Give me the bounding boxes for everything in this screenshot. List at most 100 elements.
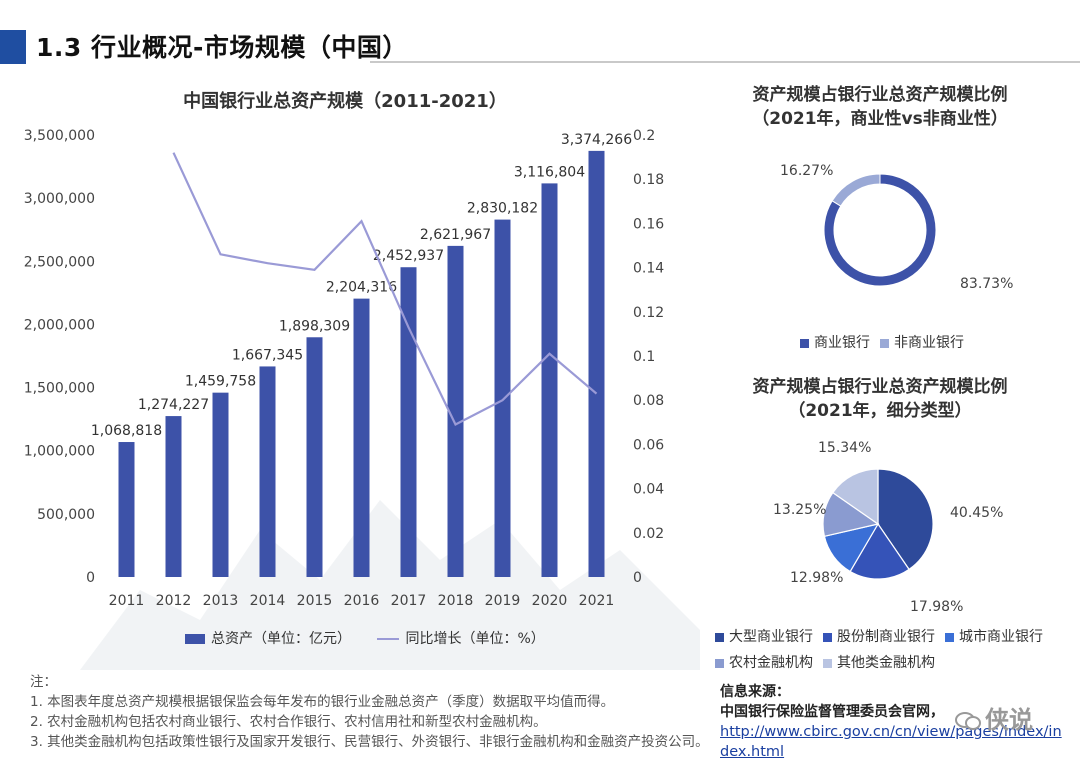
asset-bar-label: 1,068,818 — [91, 423, 162, 439]
pie-slice-label: 17.98% — [910, 599, 963, 615]
y-left-tick-label: 3,000,000 — [24, 191, 95, 207]
asset-bar — [118, 442, 135, 577]
y-left-tick-label: 1,500,000 — [24, 381, 95, 397]
x-tick-label: 2012 — [156, 593, 192, 609]
pie-legend-item: 农村金融机构 — [715, 650, 813, 676]
asset-bar-label: 1,898,309 — [279, 318, 350, 334]
x-tick-label: 2021 — [579, 593, 615, 609]
source-org: 中国银行保险监督管理委员会官网， — [720, 704, 944, 720]
asset-bar-label: 1,274,227 — [138, 397, 209, 413]
x-tick-label: 2016 — [344, 593, 380, 609]
donut-legend-label: 商业银行 — [814, 335, 870, 351]
pie-legend-item: 其他类金融机构 — [823, 650, 935, 676]
donut-title-line2: （2021年，商业性vs非商业性） — [752, 109, 1008, 129]
pie-slice-label: 15.34% — [818, 440, 871, 456]
asset-bar — [212, 392, 229, 577]
y-right-tick-label: 0.16 — [633, 216, 664, 232]
notes-heading: 注： — [30, 674, 57, 690]
y-right-tick-label: 0.06 — [633, 437, 664, 453]
x-tick-label: 2019 — [485, 593, 521, 609]
y-right-tick-label: 0.02 — [633, 526, 664, 542]
donut-slice — [823, 173, 937, 287]
asset-bar — [165, 416, 182, 577]
donut-legend-swatch — [880, 338, 889, 348]
donut-title: 资产规模占银行业总资产规模比例 （2021年，商业性vs非商业性） — [735, 83, 1025, 131]
x-tick-label: 2013 — [203, 593, 239, 609]
asset-bar — [259, 366, 276, 577]
pie-legend-label: 农村金融机构 — [729, 655, 813, 671]
asset-bar — [494, 219, 511, 577]
y-left-tick-label: 0 — [86, 570, 95, 586]
pie-legend-label: 大型商业银行 — [729, 629, 813, 645]
main-chart-legend: 总资产（单位：亿元） 同比增长（单位：%） — [185, 628, 545, 648]
donut-title-line1: 资产规模占银行业总资产规模比例 — [752, 85, 1008, 105]
pie-slice — [849, 522, 910, 580]
watermark-text: 侠说 — [985, 706, 1033, 734]
legend-label-assets: 总资产（单位：亿元） — [211, 631, 351, 647]
page-title: 1.3 行业概况-市场规模（中国） — [36, 33, 408, 62]
growth-rate-line — [172, 152, 598, 426]
asset-bar-label: 2,621,967 — [420, 227, 491, 243]
title-divider — [370, 61, 1080, 63]
wechat-icon — [955, 712, 981, 730]
note-item-3: 3. 其他类金融机构包括政策性银行及国家开发银行、民营银行、外资银行、非银行金融… — [30, 734, 709, 750]
donut-legend-swatch — [800, 338, 809, 348]
pie-legend-item: 城市商业银行 — [945, 624, 1043, 650]
pie-title-line2: （2021年，细分类型） — [788, 401, 972, 421]
legend-swatch-growth — [377, 638, 400, 640]
x-tick-label: 2018 — [438, 593, 474, 609]
chart-title: 中国银行业总资产规模（2011-2021） — [183, 90, 507, 112]
asset-bar-label: 3,374,266 — [561, 132, 632, 148]
y-left-tick-label: 1,000,000 — [24, 444, 95, 460]
x-tick-label: 2020 — [532, 593, 568, 609]
pie-legend-item: 股份制商业银行 — [823, 624, 935, 650]
pie-legend: 大型商业银行 股份制商业银行 城市商业银行农村金融机构 其他类金融机构 — [715, 624, 1075, 676]
pie-legend-swatch — [823, 658, 832, 668]
x-tick-label: 2017 — [391, 593, 427, 609]
donut-slice-label: 16.27% — [780, 163, 833, 179]
donut-legend-label: 非商业银行 — [894, 335, 964, 351]
pie-title: 资产规模占银行业总资产规模比例 （2021年，细分类型） — [735, 375, 1025, 423]
y-right-tick-label: 0.18 — [633, 172, 664, 188]
donut-slice — [831, 173, 881, 207]
source-url-line2[interactable]: dex.html — [720, 744, 785, 760]
background-mountain-decoration — [80, 500, 700, 670]
donut-legend: 商业银行 非商业银行 — [800, 332, 974, 352]
y-right-tick-label: 0.2 — [633, 128, 655, 144]
pie-legend-label: 城市商业银行 — [959, 629, 1043, 645]
pie-slice — [877, 468, 934, 571]
asset-bar — [353, 298, 370, 577]
pie-slice-label: 12.98% — [790, 570, 843, 586]
pie-legend-swatch — [823, 632, 832, 642]
asset-bar-label: 2,830,182 — [467, 201, 538, 217]
asset-bar — [588, 150, 605, 577]
pie-legend-swatch — [945, 632, 954, 642]
x-tick-label: 2015 — [297, 593, 333, 609]
pie-legend-label: 其他类金融机构 — [837, 655, 935, 671]
note-item-1: 1. 本图表年度总资产规模根据银保监会每年发布的银行业金融总资产（季度）数据取平… — [30, 694, 615, 710]
watermark: 侠说 — [955, 700, 1033, 735]
pie-slice-label: 13.25% — [773, 502, 826, 518]
chart-notes: 注： 1. 本图表年度总资产规模根据银保监会每年发布的银行业金融总资产（季度）数… — [30, 672, 709, 752]
pie-slice-label: 40.45% — [950, 505, 1003, 521]
asset-bar-label: 2,204,316 — [326, 280, 397, 296]
note-item-2: 2. 农村金融机构包括农村商业银行、农村合作银行、农村信用社和新型农村金融机构。 — [30, 714, 547, 730]
asset-bar-label: 1,667,345 — [232, 347, 303, 363]
asset-bar — [541, 183, 558, 577]
y-right-tick-label: 0.04 — [633, 482, 664, 498]
asset-bar — [447, 245, 464, 577]
title-accent-bar — [0, 30, 26, 64]
asset-bar-label: 2,452,937 — [373, 248, 444, 264]
pie-slice — [831, 468, 879, 526]
commercial-share-donut: 83.73% 16.27% — [780, 163, 1013, 292]
y-left-tick-label: 2,000,000 — [24, 317, 95, 333]
pie-title-line1: 资产规模占银行业总资产规模比例 — [752, 377, 1008, 397]
y-right-tick-label: 0.08 — [633, 393, 664, 409]
y-left-tick-label: 2,500,000 — [24, 254, 95, 270]
bank-type-pie: 40.45% 17.98% 12.98% 13.25% 15.34% — [773, 440, 1003, 615]
asset-bar-label: 3,116,804 — [514, 164, 585, 180]
x-tick-label: 2011 — [109, 593, 145, 609]
pie-legend-swatch — [715, 658, 724, 668]
bank-assets-chart: 中国银行业总资产规模（2011-2021） 0 500,000 1,000,000 1… — [24, 90, 665, 609]
asset-bar — [400, 267, 417, 577]
